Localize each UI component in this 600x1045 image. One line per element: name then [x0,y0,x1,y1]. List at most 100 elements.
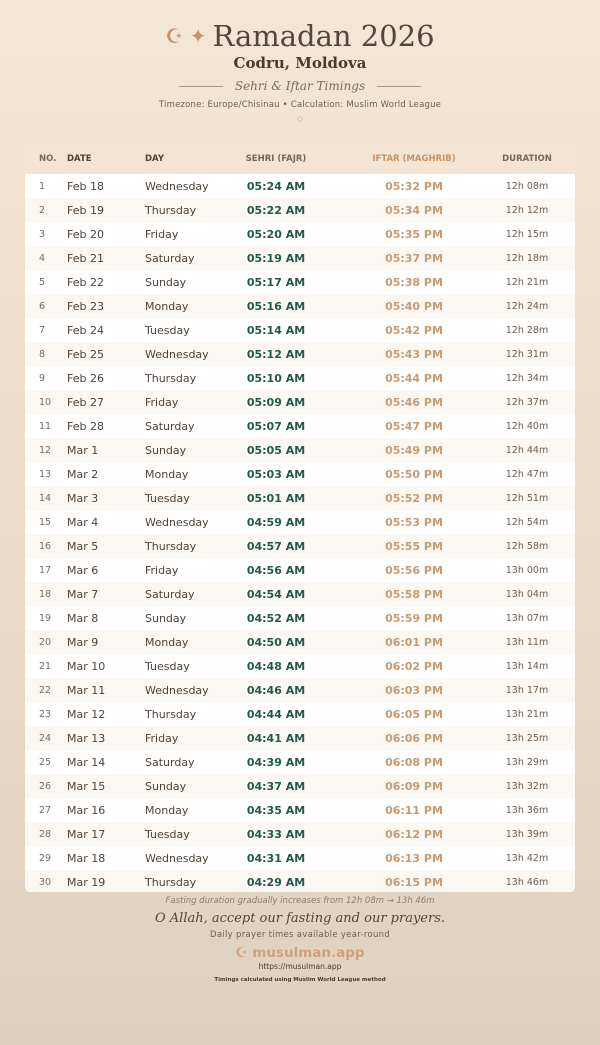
iftar-time: 05:37 PM [385,251,443,265]
row-no: 26 [39,780,52,792]
row-day: Monday [145,467,189,481]
table-row: 8 Feb 25 Wednesday 05:12 AM 05:43 PM 12h 31m [25,342,575,366]
url-link[interactable]: https://musulman.app [258,962,342,971]
sehri-time: 04:41 AM [246,731,306,745]
table-row: 4 Feb 21 Saturday 05:19 AM 05:37 PM 12h 18m [25,246,575,270]
sehri-time: 04:29 AM [246,875,306,889]
table-row: 1 Feb 18 Wednesday 05:24 AM 05:32 PM 12h 08m [25,174,575,198]
fasting-duration: 13h 46m [505,876,549,888]
table-row: 18 Mar 7 Saturday 04:54 AM 05:58 PM 13h 04m [25,582,575,606]
row-no: 9 [39,372,46,384]
diamond-icon: ◇ [296,114,304,123]
iftar-time: 05:46 PM [385,395,443,409]
row-date: Mar 13 [67,731,106,745]
iftar-time: 06:11 PM [385,803,443,817]
brand[interactable]: ☪ musulman.app [0,945,600,962]
row-day: Friday [145,395,179,409]
row-no: 24 [39,732,52,744]
table-row: 13 Mar 2 Monday 05:03 AM 05:50 PM 12h 47m [25,462,575,486]
row-no: 27 [39,804,52,816]
row-no: 28 [39,828,52,840]
table-row: 16 Mar 5 Thursday 04:57 AM 05:55 PM 12h 58m [25,534,575,558]
row-date: Mar 19 [67,875,106,889]
fasting-duration: 12h 37m [505,396,549,408]
location: Codru, Moldova [233,54,367,72]
iftar-time: 05:43 PM [385,347,443,361]
timings-table: NO. DATE DAY SEHRI (FAJR) IFTAR (MAGHRIB… [25,143,575,892]
crescent-star-icon: ☪ ✦ [165,24,207,48]
sehri-time: 05:07 AM [246,419,306,433]
row-day: Tuesday [145,323,190,337]
row-date: Mar 9 [67,635,99,649]
iftar-time: 06:06 PM [385,731,443,745]
fasting-duration: 12h 47m [505,468,549,480]
sehri-time: 04:37 AM [246,779,306,793]
iftar-time: 06:09 PM [385,779,443,793]
row-day: Thursday [145,707,197,721]
sehri-time: 04:44 AM [246,707,306,721]
table-row: 20 Mar 9 Monday 04:50 AM 06:01 PM 13h 11m [25,630,575,654]
fasting-duration: 12h 12m [505,204,549,216]
timezone-meta: Timezone: Europe/Chisinau • Calculation:… [158,100,442,110]
row-date: Mar 3 [67,491,99,505]
table-row: 10 Feb 27 Friday 05:09 AM 05:46 PM 12h 37m [25,390,575,414]
sehri-time: 05:16 AM [246,299,306,313]
sehri-time: 04:59 AM [246,515,306,529]
fasting-duration: 13h 14m [505,660,549,672]
iftar-time: 05:40 PM [385,299,443,313]
duration-note: Fasting duration gradually increases fro… [165,896,435,906]
row-date: Mar 7 [67,587,99,601]
row-no: 17 [39,564,52,576]
table-row: 26 Mar 15 Sunday 04:37 AM 06:09 PM 13h 32m [25,774,575,798]
row-no: 16 [39,540,52,552]
row-day: Sunday [145,611,187,625]
row-no: 30 [39,876,52,888]
table-row: 30 Mar 19 Thursday 04:29 AM 06:15 PM 13h 46m [25,870,575,892]
row-no: 15 [39,516,52,528]
sehri-time: 04:35 AM [246,803,306,817]
row-no: 10 [39,396,52,408]
row-day: Wednesday [145,179,209,193]
table-row: 15 Mar 4 Wednesday 04:59 AM 05:53 PM 12h 54m [25,510,575,534]
iftar-time: 06:02 PM [385,659,443,673]
row-day: Tuesday [145,491,190,505]
row-no: 12 [39,444,52,456]
fasting-duration: 13h 32m [505,780,549,792]
table-row: 2 Feb 19 Thursday 05:22 AM 05:34 PM 12h 12m [25,198,575,222]
iftar-time: 06:15 PM [385,875,443,889]
sehri-time: 04:52 AM [246,611,306,625]
row-day: Tuesday [145,827,190,841]
row-day: Saturday [145,251,195,265]
table-row: 21 Mar 10 Tuesday 04:48 AM 06:02 PM 13h 14m [25,654,575,678]
fasting-duration: 12h 40m [505,420,549,432]
row-date: Mar 2 [67,467,99,481]
row-day: Saturday [145,587,195,601]
row-date: Mar 15 [67,779,106,793]
row-day: Friday [145,731,179,745]
col-day: DAY [145,153,164,164]
row-day: Sunday [145,275,187,289]
fasting-duration: 12h 34m [505,372,549,384]
method-note: Timings calculated using Muslim World Le… [214,977,386,983]
iftar-time: 06:03 PM [385,683,443,697]
row-date: Feb 28 [67,419,104,433]
row-no: 14 [39,492,52,504]
iftar-time: 05:44 PM [385,371,443,385]
divider [377,86,422,87]
row-no: 21 [39,660,52,672]
table-row: 11 Feb 28 Saturday 05:07 AM 05:47 PM 12h 40m [25,414,575,438]
iftar-time: 05:35 PM [385,227,443,241]
row-date: Feb 22 [67,275,104,289]
table-row: 19 Mar 8 Sunday 04:52 AM 05:59 PM 13h 07m [25,606,575,630]
fasting-duration: 12h 24m [505,300,549,312]
row-no: 4 [39,252,46,264]
table-row: 29 Mar 18 Wednesday 04:31 AM 06:13 PM 13h 42m [25,846,575,870]
sehri-time: 04:39 AM [246,755,306,769]
row-date: Feb 20 [67,227,104,241]
row-day: Wednesday [145,347,209,361]
row-date: Mar 14 [67,755,106,769]
col-no: NO. [39,153,57,164]
fasting-duration: 13h 07m [505,612,549,624]
sehri-time: 05:20 AM [246,227,306,241]
col-iftar: IFTAR (MAGHRIB) [372,153,456,164]
